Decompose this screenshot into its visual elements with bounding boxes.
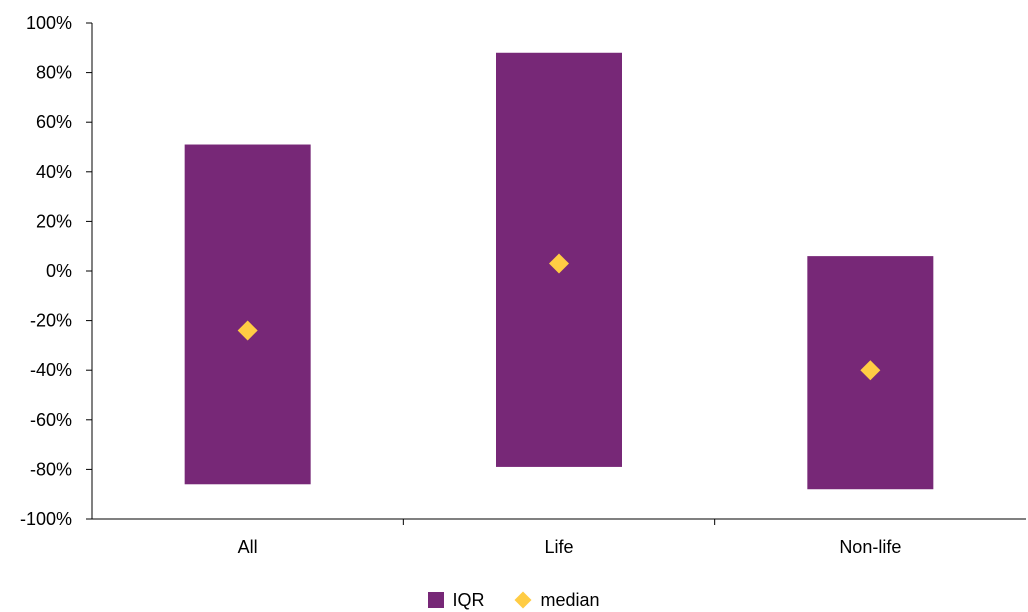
x-tick-label: All bbox=[238, 537, 258, 557]
y-tick-label: 80% bbox=[36, 63, 72, 83]
y-tick-label: 40% bbox=[36, 162, 72, 182]
legend: IQR median bbox=[0, 588, 1028, 612]
median-point bbox=[860, 360, 881, 381]
iqr-bar bbox=[184, 144, 311, 485]
x-tick-label: Non-life bbox=[839, 537, 901, 557]
y-tick-label: 100% bbox=[26, 13, 72, 33]
legend-iqr-label: IQR bbox=[452, 589, 485, 610]
legend-median-label: median bbox=[540, 589, 600, 610]
y-tick-label: 20% bbox=[36, 211, 72, 231]
y-tick-label: -80% bbox=[30, 459, 72, 479]
y-tick-label: -60% bbox=[30, 410, 72, 430]
y-tick-label: -40% bbox=[30, 360, 72, 380]
y-tick-label: 60% bbox=[36, 112, 72, 132]
median-point bbox=[549, 253, 569, 274]
y-tick-label: 0% bbox=[46, 261, 72, 281]
legend-median-swatch bbox=[514, 591, 532, 609]
chart: -100% -80% -60% -40% -20% 0% 20% 40% 60% 80% 100% A… bbox=[20, 13, 1026, 557]
median-point bbox=[237, 320, 258, 341]
y-tick-label: -100% bbox=[20, 509, 72, 529]
legend-item-iqr: IQR bbox=[428, 590, 484, 611]
legend-iqr-swatch bbox=[428, 592, 445, 608]
x-tick-label: Life bbox=[544, 537, 573, 557]
legend-item-median: median bbox=[514, 589, 600, 611]
y-tick-label: -20% bbox=[30, 311, 72, 331]
